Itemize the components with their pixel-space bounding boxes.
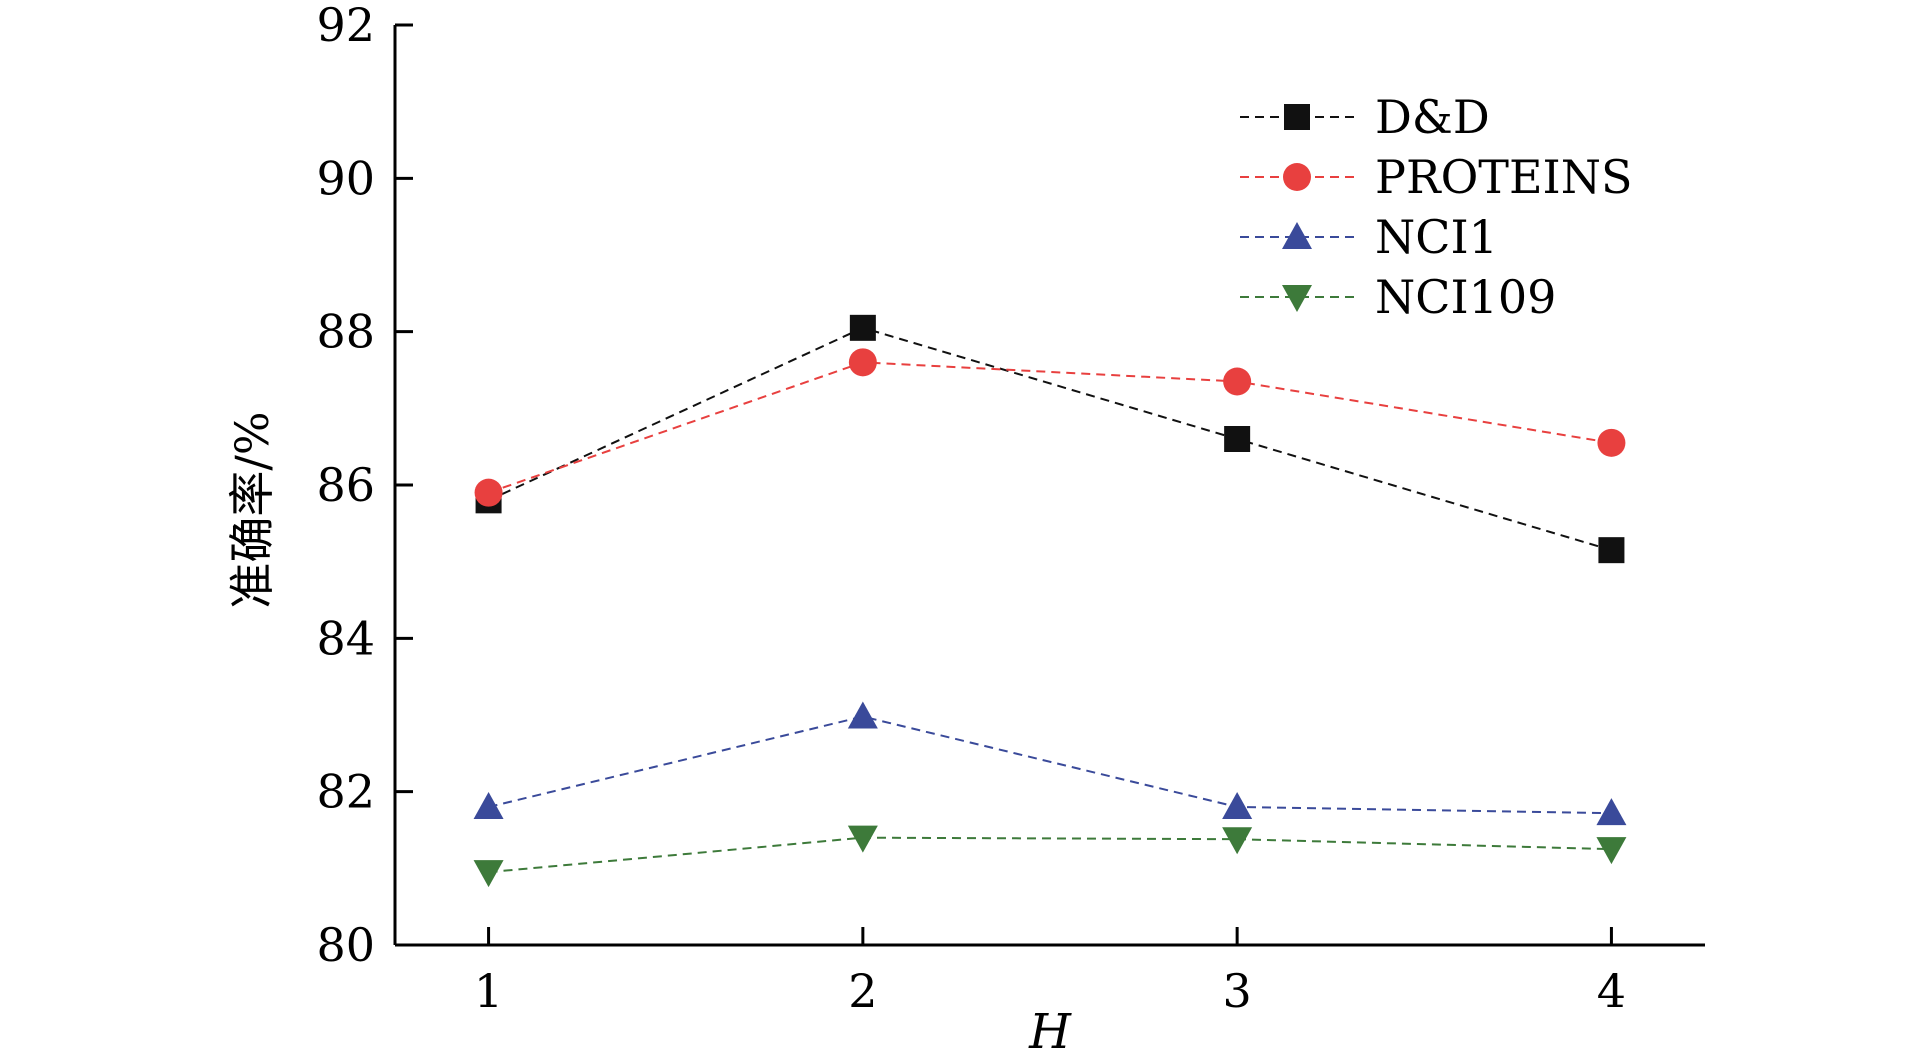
x-tick-label: 2 <box>848 964 877 1018</box>
y-tick-label: 86 <box>316 458 375 512</box>
y-tick-label: 84 <box>316 611 375 665</box>
x-tick-label: 4 <box>1597 964 1626 1018</box>
y-tick-label: 82 <box>316 765 375 819</box>
legend-label: NCI1 <box>1375 210 1498 264</box>
legend-marker <box>1283 163 1311 191</box>
data-point <box>848 348 877 377</box>
data-point <box>1222 792 1253 819</box>
legend-marker <box>1284 104 1310 130</box>
data-point <box>1596 798 1627 826</box>
legend-label: PROTEINS <box>1375 150 1633 204</box>
y-axis-title: 准确率/% <box>225 411 279 608</box>
series-line-2 <box>488 715 1612 815</box>
y-tick-label: 90 <box>316 151 375 205</box>
legend-marker <box>1282 285 1312 312</box>
data-point <box>473 860 504 888</box>
legend-label: NCI109 <box>1375 270 1556 324</box>
data-point <box>474 478 503 507</box>
data-point <box>849 314 876 341</box>
data-point <box>473 792 504 819</box>
data-point <box>1222 827 1253 855</box>
series-markers <box>473 314 1627 888</box>
axes: 80 82 84 86 88 90 92 1 2 3 4 <box>316 0 1705 1018</box>
legend-marker <box>1282 222 1312 249</box>
data-point <box>1598 537 1625 564</box>
y-tick-label: 88 <box>316 305 375 359</box>
data-point <box>847 701 878 729</box>
series-line-3 <box>488 836 1612 874</box>
x-axis-title: H <box>1028 1004 1072 1060</box>
data-point <box>1224 426 1251 452</box>
legend: D&D PROTEINS NCI1 NCI109 <box>1240 90 1633 324</box>
legend-label: D&D <box>1375 90 1490 144</box>
data-point <box>1223 367 1252 396</box>
y-tick-label: 92 <box>316 0 375 52</box>
series-line-0 <box>488 326 1612 552</box>
x-tick-label: 3 <box>1223 964 1252 1018</box>
data-point <box>1596 837 1627 865</box>
y-tick-label: 80 <box>316 918 375 972</box>
series-lines <box>488 326 1612 874</box>
data-point <box>847 825 878 853</box>
series-line-1 <box>488 361 1612 494</box>
x-tick-label: 1 <box>474 964 503 1018</box>
data-point <box>1597 428 1626 457</box>
